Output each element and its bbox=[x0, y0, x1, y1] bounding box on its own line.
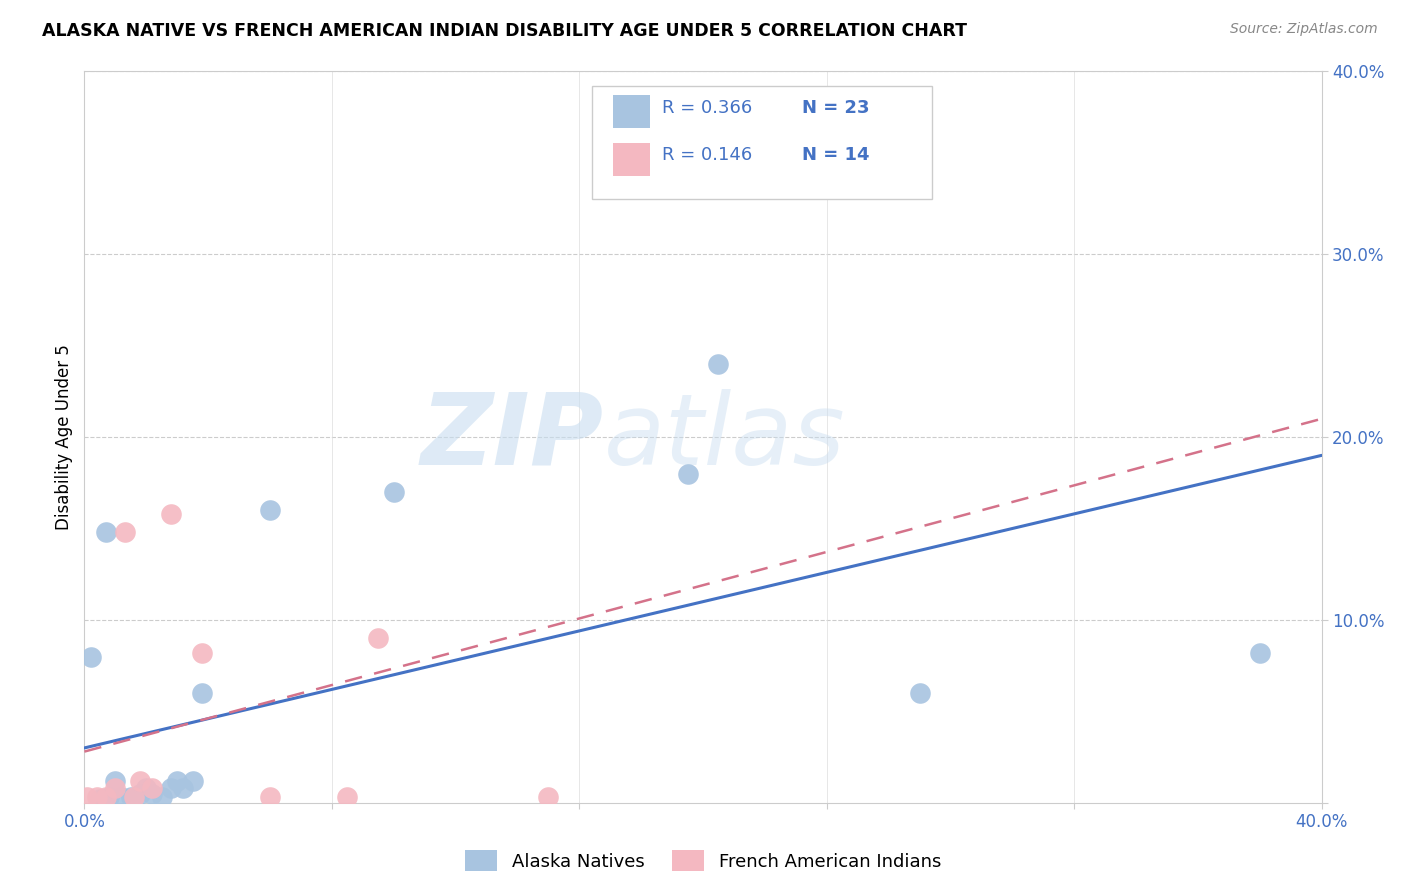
Point bbox=[336, 790, 359, 805]
Point bbox=[94, 525, 117, 540]
Text: ALASKA NATIVE VS FRENCH AMERICAN INDIAN DISABILITY AGE UNDER 5 CORRELATION CHART: ALASKA NATIVE VS FRENCH AMERICAN INDIAN … bbox=[42, 22, 967, 40]
Text: Source: ZipAtlas.com: Source: ZipAtlas.com bbox=[1230, 22, 1378, 37]
Point bbox=[104, 781, 127, 796]
Point bbox=[367, 632, 389, 646]
Point bbox=[120, 790, 142, 805]
Point bbox=[94, 790, 117, 805]
Point bbox=[79, 649, 101, 664]
Point bbox=[114, 525, 136, 540]
Point bbox=[86, 790, 108, 805]
Point bbox=[908, 686, 931, 700]
Point bbox=[676, 467, 699, 481]
Point bbox=[141, 781, 163, 796]
Legend: Alaska Natives, French American Indians: Alaska Natives, French American Indians bbox=[458, 843, 948, 879]
Point bbox=[150, 790, 173, 805]
Point bbox=[537, 790, 560, 805]
Point bbox=[89, 792, 111, 806]
Point bbox=[98, 790, 121, 805]
Point bbox=[191, 646, 214, 660]
Point bbox=[135, 781, 157, 796]
Point bbox=[1249, 646, 1271, 660]
Point bbox=[181, 773, 204, 788]
FancyBboxPatch shape bbox=[613, 95, 650, 128]
Point bbox=[259, 503, 281, 517]
Y-axis label: Disability Age Under 5: Disability Age Under 5 bbox=[55, 344, 73, 530]
Point bbox=[141, 787, 163, 801]
Point bbox=[122, 790, 145, 805]
Text: R = 0.146: R = 0.146 bbox=[662, 146, 752, 164]
FancyBboxPatch shape bbox=[592, 86, 932, 200]
Text: ZIP: ZIP bbox=[420, 389, 605, 485]
FancyBboxPatch shape bbox=[613, 143, 650, 176]
Point bbox=[707, 357, 730, 371]
Text: N = 23: N = 23 bbox=[801, 99, 869, 117]
Text: atlas: atlas bbox=[605, 389, 845, 485]
Point bbox=[160, 507, 183, 521]
Point bbox=[76, 790, 98, 805]
Point bbox=[191, 686, 214, 700]
Point bbox=[160, 781, 183, 796]
Point bbox=[166, 773, 188, 788]
Point bbox=[129, 773, 152, 788]
Text: N = 14: N = 14 bbox=[801, 146, 869, 164]
Point bbox=[172, 781, 194, 796]
Point bbox=[110, 790, 132, 805]
Point bbox=[129, 787, 152, 801]
Point bbox=[382, 485, 405, 500]
Point bbox=[738, 174, 761, 188]
Text: R = 0.366: R = 0.366 bbox=[662, 99, 752, 117]
Point bbox=[259, 790, 281, 805]
Point bbox=[104, 773, 127, 788]
